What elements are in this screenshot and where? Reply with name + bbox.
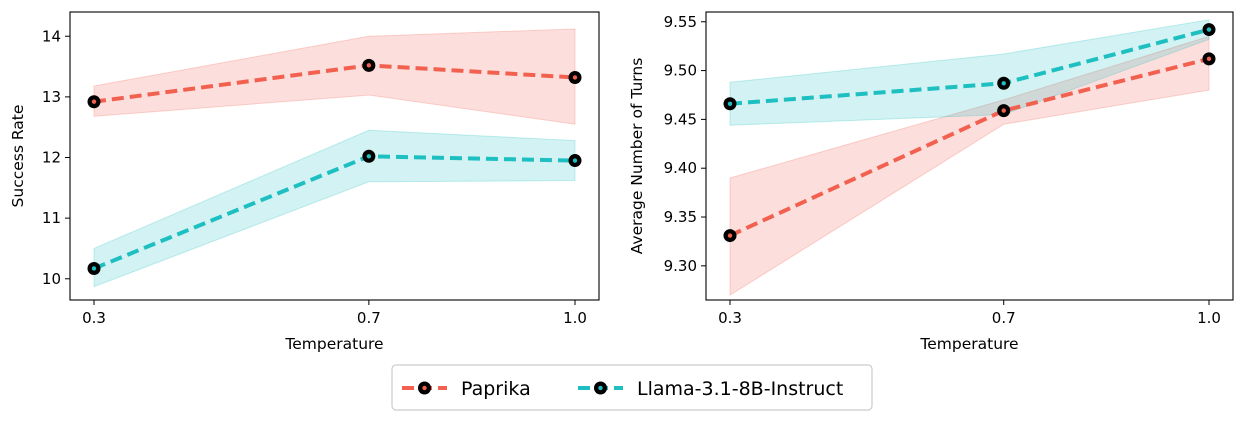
point-center-llama-3-1-8b-instruct-1: [572, 158, 578, 163]
band-paprika: [729, 35, 1210, 297]
legend-label-paprika: Paprika: [461, 378, 531, 400]
average-turns-panel: 0.3 0.7 1.0 9.30 9.35 9.40 9.45 9.50 9.55 Tempera…: [628, 11, 1234, 353]
y-tick-label: 9.30: [664, 257, 697, 275]
y-tick-label: 13: [42, 88, 61, 106]
y-tick-label: 12: [42, 149, 61, 167]
x-tick-label: 0.7: [357, 309, 381, 327]
legend-label-llama: Llama-3.1-8B-Instruct: [637, 378, 843, 400]
x-axis-label: Temperature: [284, 335, 383, 353]
y-tick-label: 9.50: [664, 62, 697, 80]
band-llama-3-1-8b-instruct: [93, 129, 576, 288]
point-center-paprika-0-7: [1001, 108, 1006, 113]
point-center-llama-3-1-8b-instruct-0-7: [366, 154, 372, 159]
point-center-paprika-1: [572, 75, 578, 80]
legend: Paprika Llama-3.1-8B-Instruct: [391, 364, 873, 411]
axes-frame: [705, 11, 1234, 301]
point-center-llama-3-1-8b-instruct-0-3: [91, 266, 97, 271]
point-center-llama-3-1-8b-instruct-1: [1206, 27, 1212, 32]
x-tick-label: 0.3: [718, 309, 742, 327]
legend-marker-center-llama: [598, 385, 603, 391]
point-center-paprika-0-7: [366, 63, 372, 68]
y-tick-label: 11: [42, 209, 61, 227]
axes-frame: [69, 11, 600, 301]
y-axis-label: Average Number of Turns: [628, 58, 646, 255]
point-center-paprika-1: [1206, 56, 1212, 62]
point-center-llama-3-1-8b-instruct-0-7: [1001, 81, 1006, 86]
legend-marker-center-paprika: [422, 385, 427, 391]
y-tick-label: 9.40: [664, 159, 697, 177]
y-axis-label: Success Rate: [9, 105, 27, 208]
point-center-llama-3-1-8b-instruct-0-3: [727, 101, 733, 106]
y-tick-label: 10: [42, 270, 61, 288]
success-rate-panel: 0.3 0.7 1.0 10 11 12 13 14 Temperature Success Ra…: [9, 11, 600, 353]
point-center-paprika-0-3: [91, 99, 97, 104]
x-tick-label: 0.7: [992, 309, 1016, 327]
point-center-paprika-0-3: [727, 233, 733, 238]
y-tick-label: 9.55: [664, 13, 697, 31]
legend-item-llama: Llama-3.1-8B-Instruct: [578, 378, 843, 400]
x-tick-label: 1.0: [563, 309, 587, 327]
legend-frame: [391, 364, 873, 411]
y-tick-label: 9.35: [664, 208, 697, 226]
x-axis-label: Temperature: [919, 335, 1018, 353]
x-tick-label: 1.0: [1197, 309, 1221, 327]
y-tick-label: 9.45: [664, 110, 697, 128]
legend-item-paprika: Paprika: [402, 378, 531, 400]
band-llama-3-1-8b-instruct: [729, 19, 1210, 126]
series-line-paprika: [729, 56, 1210, 238]
band-paprika: [93, 28, 576, 125]
y-tick-label: 14: [42, 27, 61, 45]
x-tick-label: 0.3: [82, 309, 106, 327]
